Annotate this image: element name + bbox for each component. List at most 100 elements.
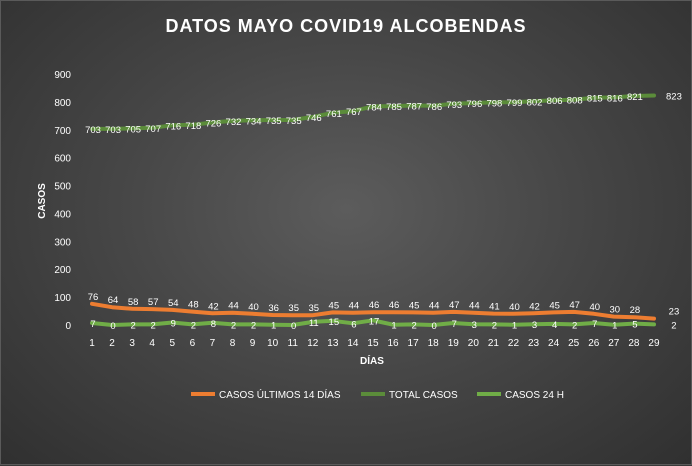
x-tick-label: 11 xyxy=(288,338,299,349)
x-tick-label: 24 xyxy=(548,338,560,349)
y-axis-ticks: 0 100 200 300 400 500 600 700 800 900 xyxy=(54,70,71,332)
data-label-daily: 2 xyxy=(572,320,577,331)
data-label-orange: 47 xyxy=(569,300,580,311)
y-tick-label: 0 xyxy=(65,321,71,332)
data-label-daily: 1 xyxy=(271,321,276,332)
data-label-total: 761 xyxy=(326,109,342,120)
data-label-daily: 1 xyxy=(612,321,617,332)
data-label-daily: 1 xyxy=(512,321,517,332)
data-label-daily: 11 xyxy=(309,318,319,329)
data-label-total: 784 xyxy=(366,102,382,113)
data-label-orange: 42 xyxy=(529,301,540,312)
y-tick-label: 900 xyxy=(54,70,71,81)
data-label-orange: 64 xyxy=(108,295,119,306)
data-label-total: 823 xyxy=(666,91,682,102)
legend-label-total: TOTAL CASOS xyxy=(389,390,458,401)
y-tick-label: 100 xyxy=(54,293,71,304)
series-line-daily xyxy=(90,318,656,327)
data-label-daily: 6 xyxy=(351,319,356,330)
data-label-total: 787 xyxy=(406,102,422,113)
x-tick-label: 2 xyxy=(109,338,115,349)
data-label-total: 735 xyxy=(286,116,302,127)
x-tick-label: 9 xyxy=(250,338,256,349)
data-label-orange: 40 xyxy=(589,302,600,313)
data-label-total: 767 xyxy=(346,107,362,118)
x-tick-label: 22 xyxy=(508,338,520,349)
x-tick-label: 29 xyxy=(648,338,660,349)
y-axis-title: CASOS xyxy=(37,183,48,219)
series-line-orange xyxy=(90,301,656,321)
legend-label-daily: CASOS 24 H xyxy=(505,390,564,401)
y-tick-label: 400 xyxy=(54,209,71,220)
data-label-total: 793 xyxy=(446,100,462,111)
data-label-orange: 76 xyxy=(88,292,99,303)
data-label-total: 735 xyxy=(266,116,282,127)
data-label-daily: 2 xyxy=(492,320,497,331)
x-tick-label: 19 xyxy=(448,338,460,349)
data-label-total: 703 xyxy=(105,125,121,136)
x-tick-label: 28 xyxy=(628,338,640,349)
data-label-daily: 8 xyxy=(211,319,216,330)
data-label-daily: 9 xyxy=(171,318,176,329)
data-label-orange: 44 xyxy=(429,301,440,312)
x-tick-label: 6 xyxy=(190,338,196,349)
y-tick-label: 800 xyxy=(54,98,71,109)
data-label-orange: 23 xyxy=(669,307,680,318)
data-label-orange: 45 xyxy=(329,300,340,311)
data-label-orange: 30 xyxy=(610,305,621,316)
data-label-daily: 2 xyxy=(231,320,236,331)
data-label-daily: 7 xyxy=(592,319,597,330)
data-label-total: 808 xyxy=(567,96,583,107)
data-label-orange: 41 xyxy=(489,302,500,313)
y-tick-label: 200 xyxy=(54,265,71,276)
data-label-total: 821 xyxy=(627,92,643,103)
x-tick-label: 4 xyxy=(149,338,155,349)
data-label-daily: 3 xyxy=(472,320,477,331)
data-label-orange: 57 xyxy=(148,297,159,308)
x-tick-label: 20 xyxy=(468,338,480,349)
data-label-total: 815 xyxy=(587,94,603,105)
series-layer xyxy=(90,93,656,327)
data-label-orange: 36 xyxy=(268,303,279,314)
legend: CASOS ÚLTIMOS 14 DÍAS TOTAL CASOS CASOS 24… xyxy=(191,388,564,401)
data-label-orange: 44 xyxy=(349,301,360,312)
x-tick-label: 1 xyxy=(89,338,95,349)
data-label-daily: 7 xyxy=(90,319,95,330)
data-label-total: 707 xyxy=(145,124,161,135)
data-label-orange: 40 xyxy=(248,302,259,313)
data-label-daily: 0 xyxy=(432,321,437,332)
data-label-daily: 2 xyxy=(251,320,256,331)
x-tick-label: 12 xyxy=(307,338,319,349)
data-label-daily: 17 xyxy=(369,316,380,327)
data-label-orange: 35 xyxy=(288,303,299,314)
data-label-total: 746 xyxy=(306,113,322,124)
x-tick-label: 14 xyxy=(347,338,359,349)
data-label-total: 786 xyxy=(426,102,442,113)
data-label-total: 806 xyxy=(547,96,563,107)
data-label-orange: 48 xyxy=(188,300,199,311)
x-tick-label: 15 xyxy=(367,338,379,349)
data-label-daily: 1 xyxy=(391,321,396,332)
data-label-orange: 45 xyxy=(549,300,560,311)
data-label-daily: 15 xyxy=(329,317,340,328)
data-label-daily: 3 xyxy=(532,320,537,331)
x-tick-label: 16 xyxy=(387,338,399,349)
x-tick-label: 23 xyxy=(528,338,540,349)
legend-label-orange: CASOS ÚLTIMOS 14 DÍAS xyxy=(219,388,341,401)
y-tick-label: 500 xyxy=(54,182,71,193)
data-label-daily: 2 xyxy=(671,320,676,331)
data-label-orange: 45 xyxy=(409,300,420,311)
x-tick-label: 17 xyxy=(408,338,420,349)
data-label-orange: 46 xyxy=(389,300,400,311)
data-label-total: 716 xyxy=(165,121,181,132)
data-label-orange: 40 xyxy=(509,302,520,313)
x-axis-ticks: 1 2 3 4 5 6 7 8 9 10 11 12 13 14 15 16 17 18 19 20 21 22 23 24 2… xyxy=(89,338,660,349)
y-tick-label: 700 xyxy=(54,126,71,137)
data-label-orange: 44 xyxy=(228,301,239,312)
y-tick-label: 300 xyxy=(54,237,71,248)
data-label-daily: 2 xyxy=(151,320,156,331)
data-label-orange: 58 xyxy=(128,297,139,308)
data-label-orange: 47 xyxy=(449,300,460,311)
